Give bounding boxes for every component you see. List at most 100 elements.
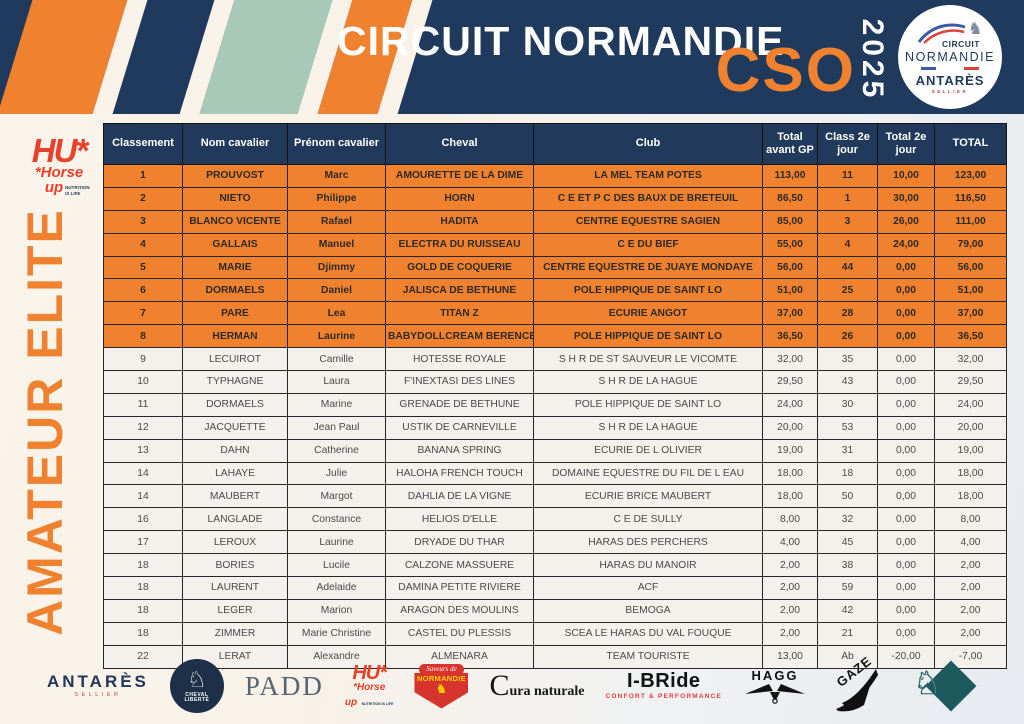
table-cell: HERMAN	[182, 324, 288, 349]
table-cell: Ab	[817, 644, 878, 669]
column-header: TOTAL	[934, 123, 1007, 165]
table-row: 3 BLANCO VICENTE Rafael HADITA CENTRE EQUEST…	[103, 209, 1007, 234]
wing-icon	[836, 669, 879, 712]
table-cell: 0,00	[877, 324, 935, 349]
table-cell: 18,00	[934, 484, 1007, 509]
table-cell: Jean Paul	[287, 415, 386, 440]
table-cell: Camille	[287, 347, 386, 372]
table-cell: BEMOGA	[533, 598, 763, 623]
table-cell: 4,00	[934, 530, 1007, 555]
table-row: 4 GALLAIS Manuel ELECTRA DU RUISSEAU C E DU …	[103, 232, 1007, 257]
table-cell: 18,00	[934, 461, 1007, 486]
padd-label: PADD	[244, 670, 324, 701]
table-row: 7 PARE Lea TITAN Z ECURIE ANGOT 37,00 28 0,00 37…	[103, 301, 1007, 326]
horse-up-word: *Horse	[34, 164, 84, 181]
table-cell: DOMAINE EQUESTRE DU FIL DE L EAU	[533, 461, 763, 486]
table-cell: 11	[817, 164, 878, 188]
table-cell: 56,00	[762, 255, 818, 280]
table-cell: 113,00	[762, 164, 818, 188]
table-cell: 37,00	[762, 301, 818, 326]
table-cell: 30,00	[877, 186, 935, 211]
swoosh-icon	[917, 23, 966, 45]
table-cell: Djimmy	[287, 255, 386, 280]
table-cell: 14	[103, 461, 183, 486]
table-cell: 11	[103, 392, 183, 417]
table-cell: 24,00	[877, 232, 935, 257]
table-cell: MAUBERT	[182, 484, 288, 509]
antares-label: ANTARÈS	[46, 672, 149, 692]
table-cell: ARAGON DES MOULINS	[385, 598, 534, 623]
table-cell: 6	[103, 278, 183, 303]
table-cell: 8,00	[762, 507, 818, 532]
table-cell: 14	[103, 484, 183, 509]
table-cell: NIETO	[182, 186, 288, 211]
table-cell: LECUIROT	[182, 347, 288, 372]
horse-up-word2: up	[44, 179, 64, 196]
badge-dashes	[921, 67, 979, 70]
table-cell: DAHLIA DE LA VIGNE	[385, 484, 534, 509]
table-cell: S H R DE ST SAUVEUR LE VICOMTE	[533, 347, 763, 372]
table-cell: LEROUX	[182, 530, 288, 555]
sponsor-padd: PADD	[244, 670, 324, 701]
table-cell: DRYADE DU THAR	[385, 530, 534, 555]
table-cell: 4	[817, 232, 878, 257]
table-cell: Rafael	[287, 209, 386, 234]
table-cell: HORN	[385, 186, 534, 211]
table-cell: HOTESSE ROYALE	[385, 347, 534, 372]
column-header: Prénom cavalier	[287, 123, 386, 165]
table-cell: 19,00	[762, 438, 818, 463]
table-cell: 24,00	[762, 392, 818, 417]
table-cell: HADITA	[385, 209, 534, 234]
table-cell: 51,00	[762, 278, 818, 303]
table-cell: 20,00	[762, 415, 818, 440]
table-cell: BORIES	[182, 553, 288, 578]
circuit-normandie-badge: ♞ CIRCUIT NORMANDIE ANTARÈS SELLIER	[898, 5, 1002, 109]
table-row: 18 ZIMMER Marie Christine CASTEL DU PLESSIS…	[103, 621, 1007, 646]
table-cell: C E DE SULLY	[533, 507, 763, 532]
sponsor-gaze: GAZE	[828, 653, 884, 713]
table-cell: HALOHA FRENCH TOUCH	[385, 461, 534, 486]
table-cell: 10,00	[877, 164, 935, 188]
horse-up-word2: up	[344, 697, 358, 708]
table-cell: Constance	[287, 507, 386, 532]
table-cell: 22	[103, 644, 183, 669]
table-cell: Manuel	[287, 232, 386, 257]
table-cell: BANANA SPRING	[385, 438, 534, 463]
table-cell: Laura	[287, 370, 386, 394]
table-cell: 45	[817, 530, 878, 555]
table-cell: 18	[103, 576, 183, 600]
column-header: Club	[533, 123, 763, 165]
sponsor-horse-up: HU* *Horse up NUTRITION IS LIFE	[345, 663, 394, 709]
table-cell: 2,00	[934, 553, 1007, 578]
table-cell: LEGER	[182, 598, 288, 623]
table-cell: AMOURETTE DE LA DIME	[385, 164, 534, 188]
sponsor-horse-diamond: ♘	[905, 659, 977, 713]
table-cell: CALZONE MASSUERE	[385, 553, 534, 578]
red-dash	[964, 67, 979, 70]
table-body: 1 PROUVOST Marc AMOURETTE DE LA DIME LA MEL …	[103, 164, 1007, 669]
table-cell: MARIE	[182, 255, 288, 280]
table-cell: 18	[103, 553, 183, 578]
table-cell: 0,00	[877, 255, 935, 280]
table-cell: 50	[817, 484, 878, 509]
table-cell: 2	[103, 186, 183, 211]
table-cell: JACQUETTE	[182, 415, 288, 440]
sponsor-ibride: I-BRide CONFORT & PERFORMANCE	[606, 671, 723, 701]
antares-sub-label: SELLIER	[74, 692, 122, 699]
table-cell: 0,00	[877, 553, 935, 578]
table-cell: Adelaide	[287, 576, 386, 600]
table-cell: 30	[817, 392, 878, 417]
table-cell: 13,00	[762, 644, 818, 669]
table-cell: Lea	[287, 301, 386, 326]
table-cell: 2,00	[762, 621, 818, 646]
table-cell: 2,00	[762, 598, 818, 623]
table-cell: 79,00	[934, 232, 1007, 257]
table-cell: HARAS DES PERCHERS	[533, 530, 763, 555]
table-cell: 2,00	[934, 598, 1007, 623]
table-cell: 116,50	[934, 186, 1007, 211]
event-year: 2025	[856, 18, 889, 102]
table-cell: 31	[817, 438, 878, 463]
blue-dash	[921, 67, 936, 70]
table-cell: 42	[817, 598, 878, 623]
table-cell: 26,00	[877, 209, 935, 234]
